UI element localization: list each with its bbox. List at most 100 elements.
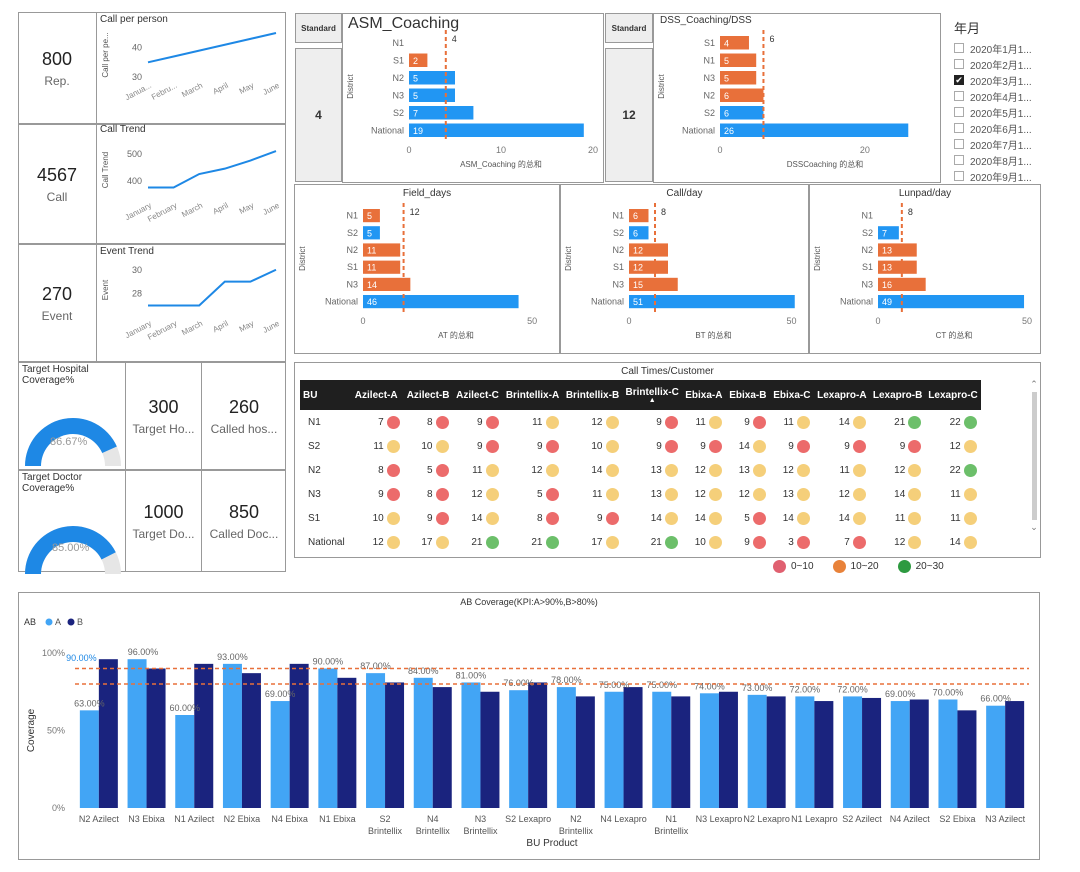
scroll-up-icon[interactable]: ⌃ (1030, 379, 1038, 389)
y-tick: 0% (52, 803, 65, 813)
slicer-item[interactable]: 2020年5月1... (954, 104, 1043, 120)
table-row[interactable]: N2 8 5 11 12 14 13 12 13 12 11 12 22 (300, 458, 981, 482)
x-tick: Brintellix (654, 826, 689, 836)
table-cell: 9 (503, 434, 563, 458)
table-cell: 7 (814, 530, 870, 554)
table-header-cell[interactable]: Azilect-C (452, 380, 503, 410)
line-chart-event-trend[interactable]: Event Trend Event 30 28 January February Marc… (100, 246, 284, 360)
slicer-item[interactable]: 2020年6月1... (954, 120, 1043, 136)
cell-value: 14 (591, 464, 603, 476)
slicer-item[interactable]: ✔ 2020年3月1... (954, 72, 1043, 88)
table-cell: 9 (349, 482, 404, 506)
table-header-cell[interactable]: Lexapro-A (813, 380, 870, 410)
field-days-chart[interactable]: Field_days District N1 5 S2 5 N2 11 S1 11 N3 14 Nati… (295, 185, 559, 353)
bar-b (480, 691, 500, 808)
table-row[interactable]: N3 9 8 12 5 11 13 12 12 13 12 14 11 (300, 482, 981, 506)
checkbox-icon[interactable] (954, 59, 964, 69)
standard-button-asm[interactable]: Standard (295, 13, 342, 43)
checkbox-icon[interactable] (954, 43, 964, 53)
checkbox-icon[interactable] (954, 107, 964, 117)
table-header-cell[interactable]: Azilect-B (403, 380, 453, 410)
table-cell: 14 (814, 506, 870, 530)
bar-value-label: 7 (882, 228, 887, 238)
slicer-item[interactable]: 2020年9月1... (954, 168, 1043, 184)
cell-value: 8 (426, 488, 433, 500)
slicer-item[interactable]: 2020年1月1... (954, 40, 1043, 56)
table-header-cell[interactable]: Ebixa-A (681, 380, 726, 410)
line-chart-call-trend[interactable]: Call Trend Call Trend 500 400 January Februa… (100, 124, 284, 242)
table-header-cell[interactable]: Brintellix-A (502, 380, 563, 410)
standard-button-dss[interactable]: Standard (605, 13, 653, 43)
slicer-item[interactable]: 2020年4月1... (954, 88, 1043, 104)
hospital-coverage-gauge[interactable]: Target Hospital Coverage% 86.67% (22, 364, 124, 468)
bar-a (509, 690, 529, 808)
table-header-cell[interactable]: Azilect-A (348, 380, 404, 410)
scroll-thumb[interactable] (1031, 392, 1037, 520)
line-chart-call-per-person[interactable]: Call per person Call per pe... 40 30 Janua.… (100, 14, 284, 122)
bar-xtick: 0 (406, 145, 411, 155)
table-body: N1 7 8 9 11 12 9 11 9 11 14 21 22 S2 11 10 9 9 10 9 9 14 9 9 9 12… (300, 410, 981, 554)
line-chart-ylabel: Call per pe... (101, 32, 110, 77)
table-cell: 12 (814, 482, 870, 506)
line-chart-title: Event Trend (100, 246, 154, 257)
bar-category-label: N3 (703, 73, 715, 83)
bar-category-label: National (371, 125, 404, 135)
checkbox-icon[interactable] (954, 123, 964, 133)
status-dot-icon (435, 439, 449, 453)
ab-coverage-chart[interactable]: AB Coverage(KPI:A>90%,B>80%)AB A BCoverage… (19, 593, 1039, 859)
slicer-item[interactable]: 2020年8月1... (954, 152, 1043, 168)
kpi-label: Called Doc... (209, 526, 279, 541)
legend-label: A (55, 617, 61, 627)
slicer-item[interactable]: 2020年7月1... (954, 136, 1043, 152)
scroll-down-icon[interactable]: ⌄ (1030, 522, 1038, 532)
legend-label: 10~20 (850, 561, 879, 572)
table-row[interactable]: N1 7 8 9 11 12 9 11 9 11 14 21 22 (300, 410, 981, 434)
status-dot-icon (545, 535, 559, 549)
bar-b (194, 663, 214, 808)
table-header-cell[interactable]: Lexapro-C (925, 380, 981, 410)
table-cell-bu: N1 (308, 416, 321, 428)
data-label: 75.00% (646, 680, 677, 690)
bar-b (766, 696, 786, 808)
bar-a (461, 682, 481, 808)
dss-coaching-chart[interactable]: District S1 4 N1 5 N3 5 N2 6 S2 6 National 26 6 0 20 DSS… (654, 28, 940, 182)
bar-xtick: 0 (360, 316, 365, 326)
table-header-cell[interactable]: Brintellix-C ▲ (622, 380, 682, 410)
cell-value: 9 (426, 512, 433, 524)
status-dot-icon (852, 535, 866, 549)
cell-value: 13 (782, 488, 794, 500)
call-day-chart[interactable]: Call/day District N1 6 S2 6 N2 12 S1 12 N3 15 Nation… (561, 185, 808, 353)
status-dot-icon (796, 415, 810, 429)
checkbox-icon[interactable] (954, 139, 964, 149)
x-tick: Brintellix (559, 826, 594, 836)
table-header-cell[interactable]: BU (300, 380, 349, 410)
table-header-cell[interactable]: Ebixa-B (725, 380, 770, 410)
table-header-cell[interactable]: Brintellix-B (562, 380, 623, 410)
checkbox-icon[interactable]: ✔ (954, 74, 964, 85)
asm-coaching-chart[interactable]: District N1 S1 2 N2 5 N3 5 S2 7 National 19 4 0 10 20 AS… (343, 28, 603, 182)
call-times-table[interactable]: BU Azilect-A Azilect-B Azilect-C Brintellix-… (300, 380, 981, 554)
slicer-item[interactable]: 2020年2月1... (954, 56, 1043, 72)
sort-icon[interactable]: ▲ (648, 396, 656, 404)
checkbox-icon[interactable] (954, 155, 964, 165)
month-slicer[interactable]: 年月 2020年1月1... 2020年2月1... ✔ 2020年3月1... 202… (948, 14, 1043, 184)
data-label: 87.00% (360, 661, 391, 671)
table-cell: 10 (404, 434, 453, 458)
table-cell: 9 (563, 506, 623, 530)
table-scrollbar[interactable]: ⌃ ⌄ (1029, 379, 1039, 545)
table-header-cell[interactable]: Ebixa-C (769, 380, 814, 410)
table-row[interactable]: S1 10 9 14 8 9 14 14 5 14 14 11 11 (300, 506, 981, 530)
checkbox-icon[interactable] (954, 91, 964, 101)
checkbox-icon[interactable] (954, 171, 964, 181)
bar-xtick: 20 (860, 145, 870, 155)
table-row[interactable]: National 12 17 21 21 17 21 10 9 3 7 12 14 (300, 530, 981, 554)
table-header-cell[interactable]: Lexapro-B (869, 380, 926, 410)
gauge-svg (25, 526, 121, 574)
table-row[interactable]: S2 11 10 9 9 10 9 9 14 9 9 9 12 (300, 434, 981, 458)
status-dot-icon (908, 415, 922, 429)
doctor-coverage-gauge[interactable]: Target Doctor Coverage% 85.00% (22, 472, 124, 574)
bar (629, 277, 678, 291)
bar (409, 71, 455, 85)
lunpad-day-chart[interactable]: Lunpad/day District N1 S2 7 N2 13 S1 13 N3 16 Natio… (810, 185, 1040, 353)
